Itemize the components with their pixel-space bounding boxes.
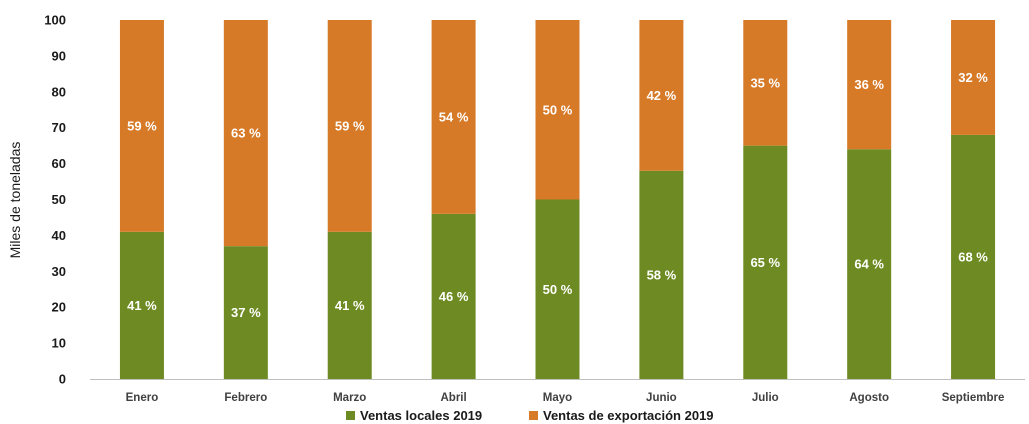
x-tick-label: Junio [646,392,677,404]
x-tick-label: Julio [752,392,779,404]
y-tick-label: 70 [52,120,66,135]
bar-data-label: 41 % [127,298,157,313]
bar-segment [535,20,580,200]
x-tick-label: Febrero [224,392,267,404]
bar-segment [639,20,684,171]
legend: Ventas locales 2019 Ventas de exportación… [346,408,714,423]
y-tick-label: 80 [52,84,66,99]
bar-segment [951,134,996,379]
bar-data-label: 59 % [335,118,365,133]
bar-segment [327,231,372,379]
bar-segment [119,231,164,379]
x-tick-label: Mayo [543,392,572,404]
bar-data-label: 59 % [127,118,157,133]
x-tick-label: Agosto [849,392,889,404]
bar-segment [951,20,996,135]
x-axis-ticks: Enero Febrero Marzo Abril Mayo Junio Julio Agos… [126,392,1005,404]
bar-data-label: 65 % [750,255,780,270]
bar-segment [119,20,164,232]
bar-data-label: 46 % [439,289,469,304]
bar-data-label: 35 % [750,75,780,90]
y-axis-ticks: 0 10 20 30 40 50 60 70 80 90 100 [44,13,66,387]
x-tick-label: Abril [441,392,467,404]
legend-label: Ventas locales 2019 [360,408,482,423]
bars: 41 % 59 % 37 % 63 % 41 % 59 % 46 % 54 % 50 % 50 %… [119,20,996,379]
bar-segment [223,20,268,247]
bar-segment [431,213,476,379]
y-tick-label: 0 [59,372,66,387]
bar-data-label: 64 % [854,257,884,272]
bar-segment [431,20,476,214]
x-tick-label: Enero [126,392,159,404]
y-tick-label: 30 [52,264,66,279]
y-axis-title: Miles de toneladas [7,142,23,259]
bar-segment [743,145,788,379]
bar-data-label: 50 % [543,102,573,117]
bar-data-label: 42 % [647,88,677,103]
bar-data-label: 41 % [335,298,365,313]
x-tick-label: Septiembre [942,392,1005,404]
bar-data-label: 32 % [958,70,988,85]
bar-segment [535,199,580,379]
legend-swatch [529,411,538,420]
y-tick-label: 60 [52,156,66,171]
x-tick-label: Marzo [333,392,366,404]
y-tick-label: 50 [52,192,66,207]
bar-segment [847,149,892,379]
bar-segment [639,170,684,379]
y-tick-label: 10 [52,336,66,351]
bar-segment [327,20,372,232]
y-tick-label: 90 [52,48,66,63]
bar-segment [847,20,892,150]
bar-data-label: 50 % [543,282,573,297]
legend-label: Ventas de exportación 2019 [543,408,714,423]
bar-segment [223,246,268,379]
bar-data-label: 68 % [958,249,988,264]
bar-data-label: 63 % [231,126,261,141]
y-tick-label: 20 [52,300,66,315]
bar-data-label: 54 % [439,109,469,124]
bar-segment [743,20,788,146]
bar-data-label: 37 % [231,305,261,320]
y-tick-label: 100 [44,13,66,28]
bar-data-label: 36 % [854,77,884,92]
legend-swatch [346,411,355,420]
bar-data-label: 58 % [647,267,677,282]
y-tick-label: 40 [52,228,66,243]
